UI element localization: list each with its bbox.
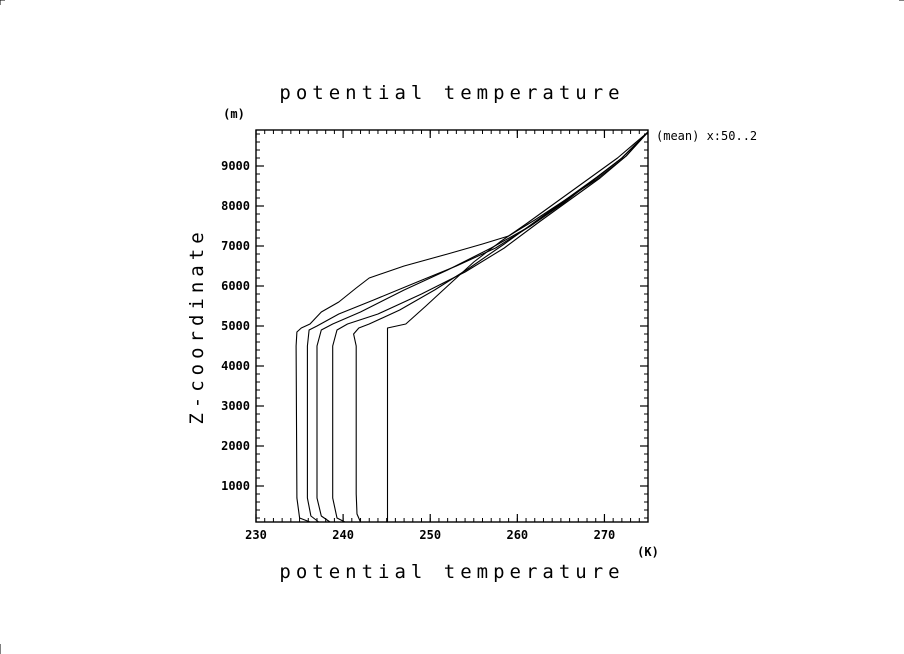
y-tick-label: 6000	[221, 279, 250, 293]
y-tick-label: 7000	[221, 239, 250, 253]
corner-mark-top-left	[0, 0, 5, 5]
x-tick-label: 240	[332, 528, 354, 542]
series-line-5	[306, 131, 649, 523]
x-axis-title: potential temperature	[279, 561, 624, 583]
series-line-4	[316, 131, 649, 523]
y-tick-label: 5000	[221, 319, 250, 333]
y-axis-title: Z-coordinate	[186, 227, 208, 424]
y-tick-label: 3000	[221, 399, 250, 413]
series-line-3	[332, 131, 649, 523]
series-line-2	[353, 131, 649, 523]
x-tick-label: 270	[594, 528, 616, 542]
x-tick-labels: 230 240 250 260 270	[245, 528, 615, 542]
x-tick-label: 250	[419, 528, 441, 542]
x-tick-label: 230	[245, 528, 267, 542]
y-tick-labels: 1000 2000 3000 4000 5000 6000 7000 8000 9000	[221, 159, 250, 493]
mean-annotation: (mean) x:50..2	[656, 129, 757, 143]
series-lines	[295, 131, 649, 523]
series-line-6	[295, 131, 649, 523]
x-unit-label: (K)	[637, 545, 659, 559]
y-unit-label: (m)	[223, 107, 245, 121]
chart-title: potential temperature	[279, 82, 624, 104]
x-tick-label: 260	[506, 528, 528, 542]
series-line-1	[386, 131, 649, 522]
plot-frame	[255, 129, 649, 523]
major-ticks	[255, 130, 648, 522]
y-tick-label: 1000	[221, 479, 250, 493]
y-tick-label: 8000	[221, 199, 250, 213]
y-tick-label: 9000	[221, 159, 250, 173]
y-tick-label: 2000	[221, 439, 250, 453]
y-tick-label: 4000	[221, 359, 250, 373]
minor-ticks	[255, 130, 649, 522]
